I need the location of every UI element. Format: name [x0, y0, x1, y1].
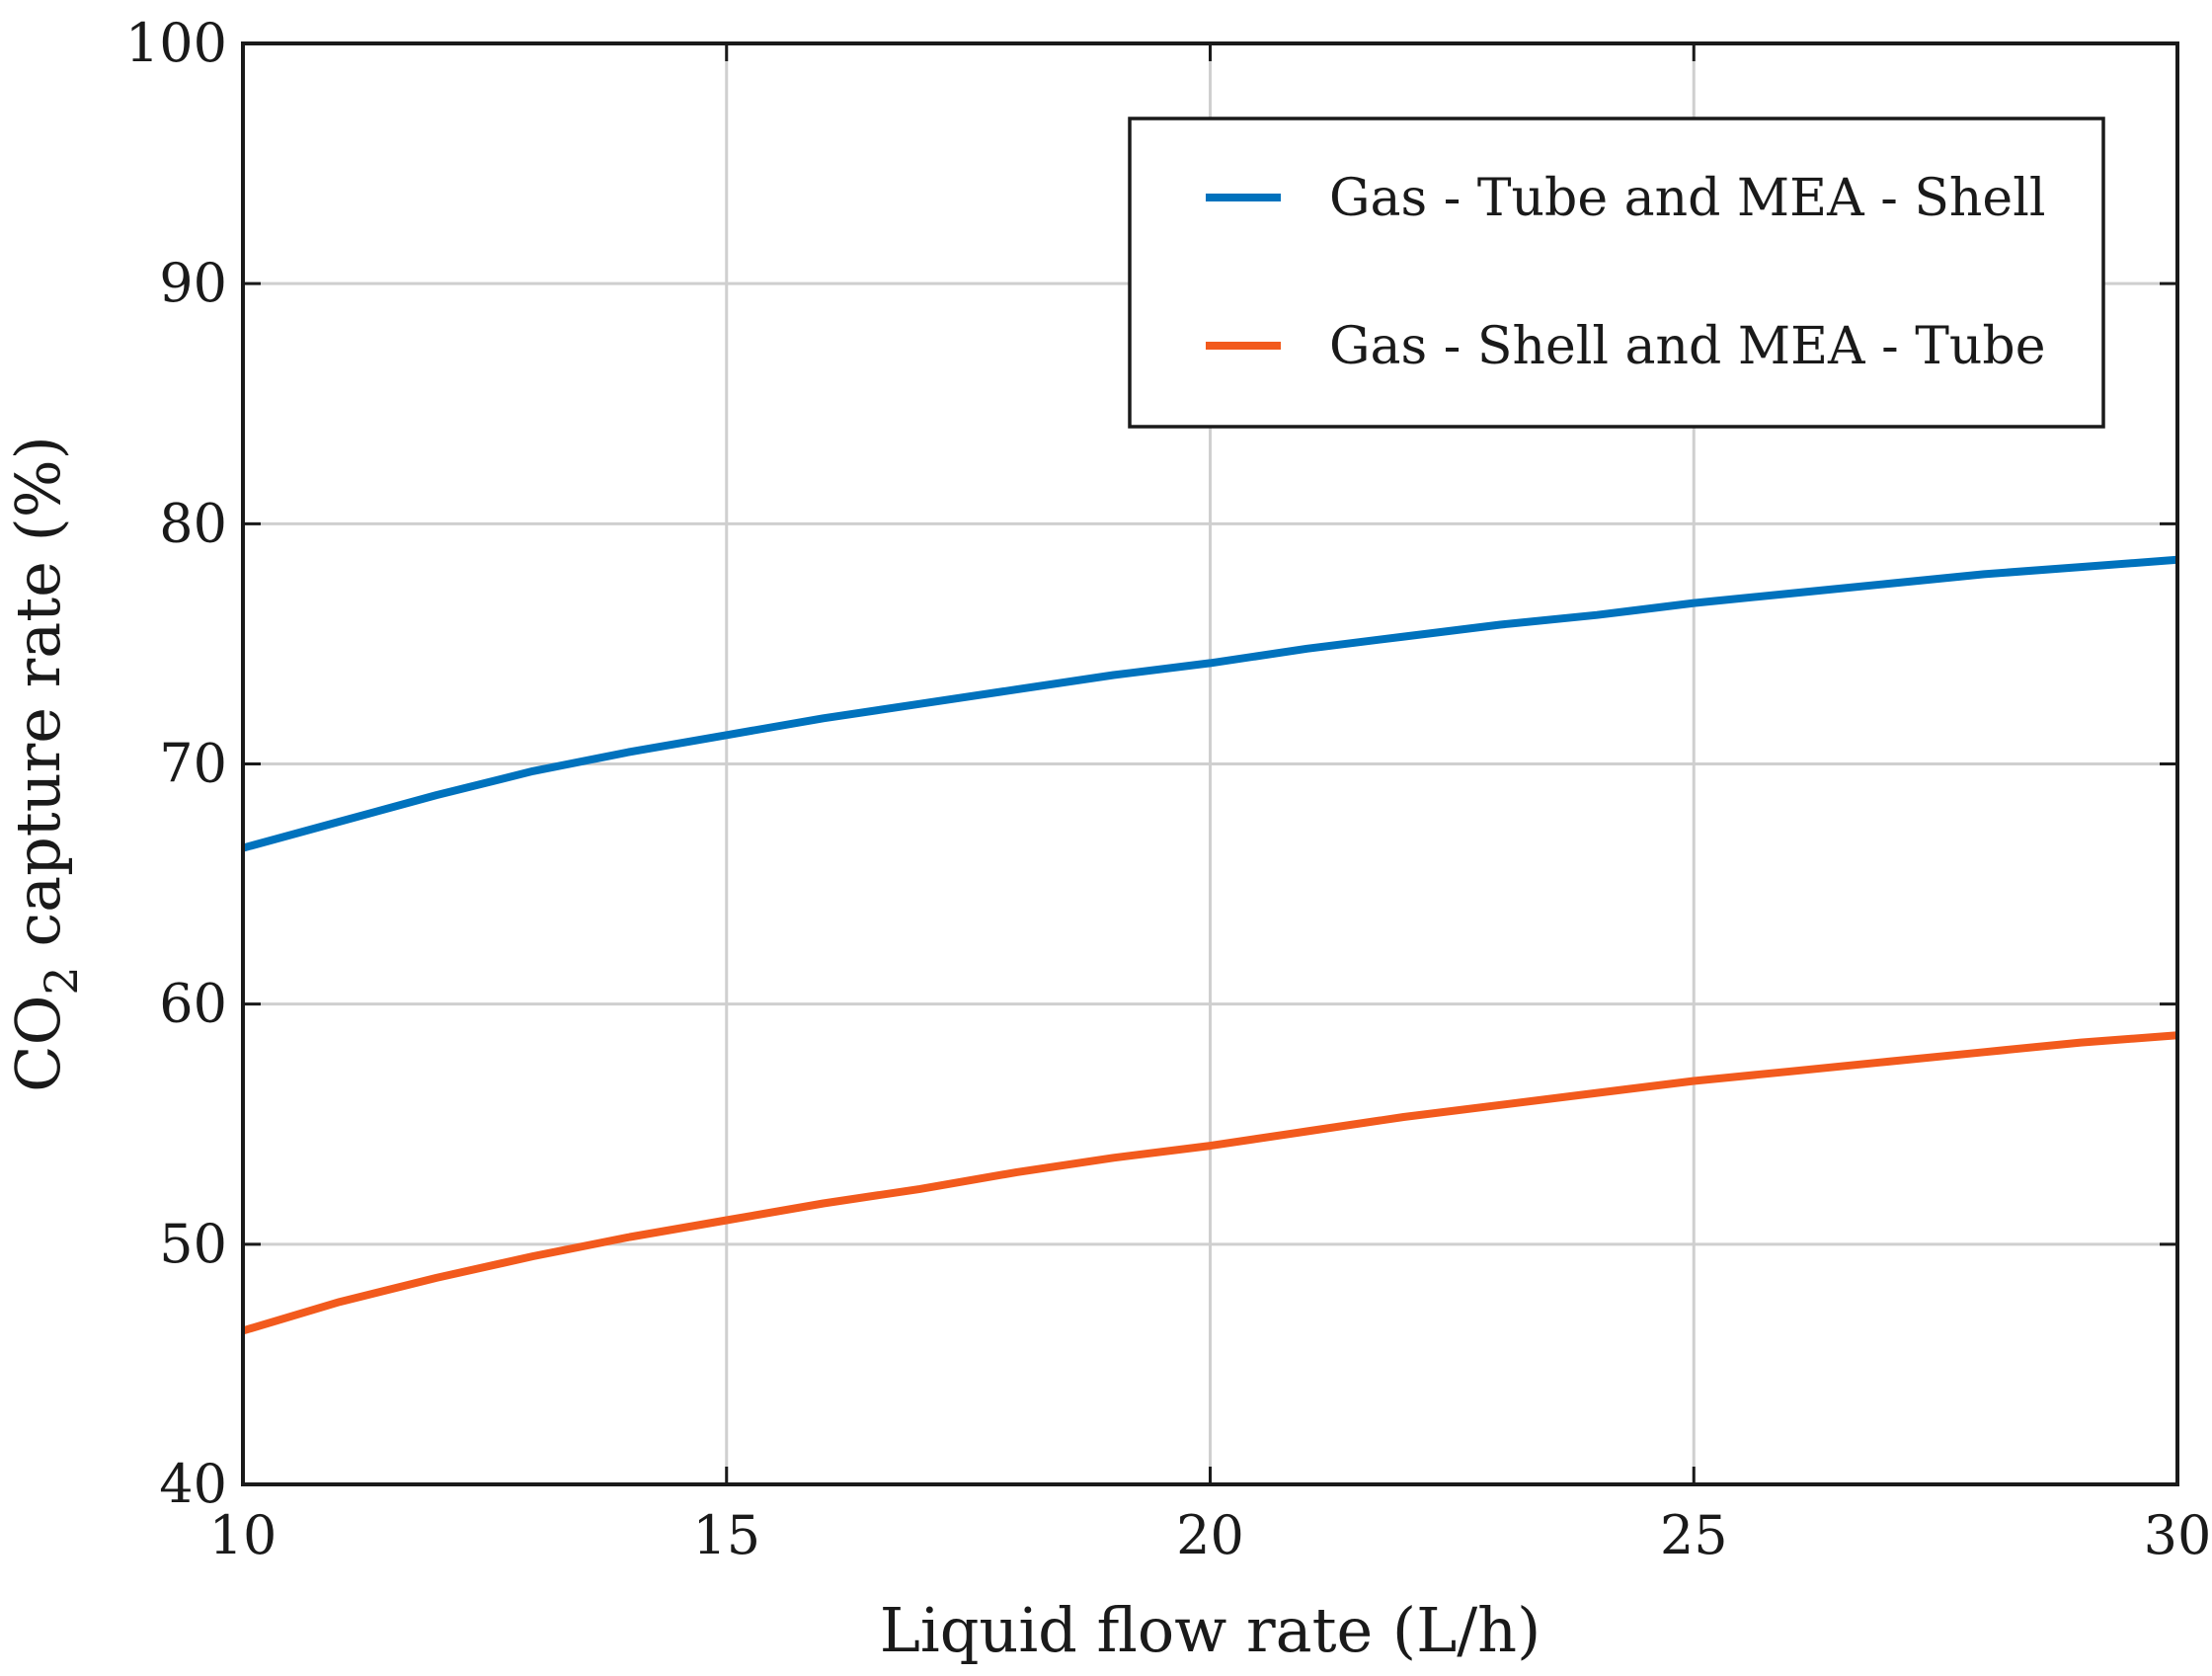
x-tick-label: 15	[692, 1504, 760, 1566]
x-tick-label: 20	[1176, 1504, 1244, 1566]
y-tick-label: 60	[159, 973, 227, 1035]
legend-box	[1128, 117, 2105, 429]
x-tick-label: 25	[1660, 1504, 1728, 1566]
y-axis-title-subscript: 2	[35, 966, 88, 995]
series-layer	[241, 555, 2178, 1335]
x-tick-label: 30	[2144, 1504, 2212, 1566]
legend-label-series-2: Gas - Shell and MEA - Tube	[1329, 317, 2045, 376]
y-tick-label: 40	[159, 1453, 227, 1515]
x-axis-title: Liquid flow rate (L/h)	[880, 1594, 1541, 1666]
y-axis-title-suffix: capture rate (%)	[2, 436, 74, 966]
series-line-1	[241, 555, 2178, 852]
y-axis-title: CO2 capture rate (%)	[2, 436, 88, 1092]
y-tick-label: 70	[159, 733, 227, 795]
ticks: 10 15 20 25 30 40 50 60 70 80 90 100	[125, 12, 2211, 1566]
y-tick-label: 100	[125, 12, 227, 74]
y-tick-label: 90	[159, 252, 227, 314]
x-tick-label: 10	[209, 1504, 277, 1566]
y-tick-label: 80	[159, 492, 227, 554]
legend-label-series-1: Gas - Tube and MEA - Shell	[1329, 169, 2045, 228]
legend: Gas - Tube and MEA - Shell Gas - Shell a…	[1128, 117, 2105, 429]
y-axis-title-prefix: CO	[2, 996, 74, 1092]
y-tick-label: 50	[159, 1213, 227, 1275]
series-line-2	[241, 1031, 2178, 1335]
